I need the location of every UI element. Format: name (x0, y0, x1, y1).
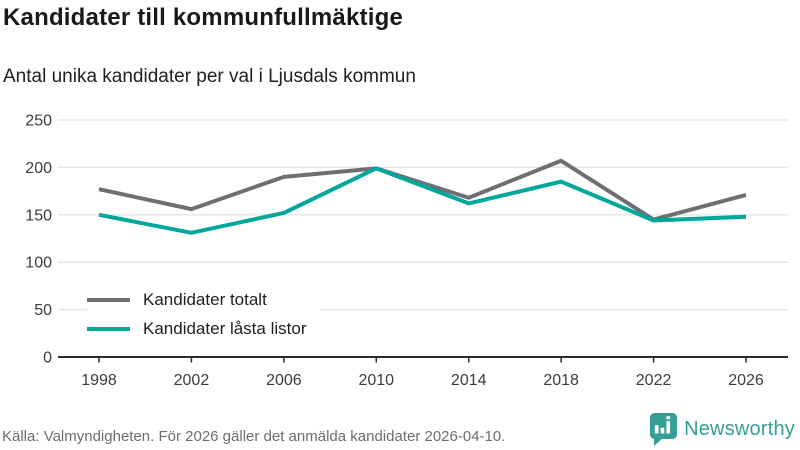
newsworthy-logo: Newsworthy (650, 413, 795, 446)
x-tick-label: 1998 (81, 372, 117, 389)
source-note: Källa: Valmyndigheten. För 2026 gäller d… (2, 428, 506, 445)
legend-label-totalt: Kandidater totalt (143, 290, 267, 309)
x-tick-label: 2022 (636, 372, 672, 389)
legend-swatch-totalt (87, 297, 130, 303)
x-tick-label: 2018 (543, 372, 579, 389)
newsworthy-speech-bubble-bar-chart-icon (650, 413, 678, 446)
y-tick-label: 200 (25, 160, 52, 177)
chart-legend: Kandidater totalt Kandidater låsta listo… (87, 286, 321, 343)
y-tick-label: 50 (34, 302, 52, 319)
y-tick-label: 0 (43, 350, 52, 367)
chart-footer: Källa: Valmyndigheten. För 2026 gäller d… (0, 410, 800, 450)
y-tick-label: 100 (25, 255, 52, 272)
legend-item-totalt: Kandidater totalt (87, 289, 306, 311)
series-line-0 (98, 158, 747, 222)
legend-label-lasta-listor: Kandidater låsta listor (143, 319, 307, 338)
x-tick-label: 2010 (358, 372, 394, 389)
x-tick-label: 2026 (728, 372, 764, 389)
x-tick-label: 2002 (174, 372, 210, 389)
series-line-1 (98, 166, 747, 235)
newsworthy-wordmark: Newsworthy (684, 418, 795, 440)
y-tick-label: 250 (25, 113, 52, 130)
chart-subtitle: Antal unika kandidater per val i Ljusdal… (3, 66, 416, 87)
x-tick-label: 2014 (451, 372, 487, 389)
legend-item-lasta-listor: Kandidater låsta listor (87, 318, 306, 340)
chart-title: Kandidater till kommunfullmäktige (3, 4, 403, 31)
legend-swatch-lasta-listor (87, 326, 130, 332)
y-tick-label: 150 (25, 207, 52, 224)
x-tick-label: 2006 (266, 372, 302, 389)
